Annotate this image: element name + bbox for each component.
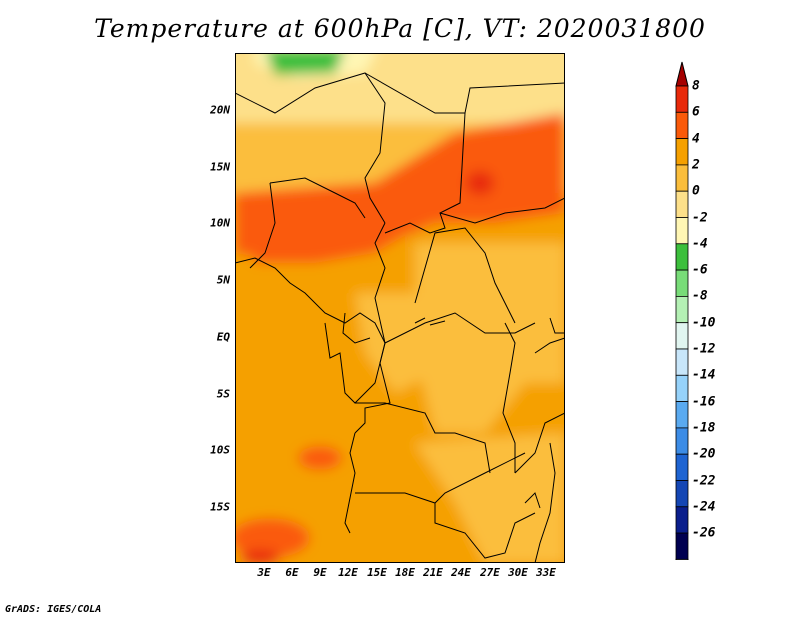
colorbar-label: -6 xyxy=(692,262,708,278)
colorbar-segment xyxy=(675,111,689,139)
colorbar-segment xyxy=(675,217,689,245)
lon-label: 21E xyxy=(423,566,443,579)
colorbar-segment xyxy=(675,190,689,218)
colorbar-label: -20 xyxy=(692,446,716,462)
colorbar-segment xyxy=(675,401,689,429)
colorbar-segment xyxy=(675,480,689,508)
lat-label: 15N xyxy=(210,160,230,174)
colorbar-label: 6 xyxy=(692,104,700,120)
colorbar-segment xyxy=(675,243,689,271)
colorbar-segment xyxy=(675,138,689,166)
colorbar-label: -14 xyxy=(692,367,716,383)
colorbar xyxy=(675,61,689,560)
temperature-field xyxy=(235,53,565,563)
colorbar-segment xyxy=(675,164,689,192)
colorbar-label: -8 xyxy=(692,288,708,304)
credit-text: GrADS: IGES/COLA xyxy=(5,604,102,615)
colorbar-segment xyxy=(675,348,689,376)
colorbar-label: 0 xyxy=(692,183,700,199)
colorbar-label: 2 xyxy=(692,157,700,173)
lon-label: 30E xyxy=(508,566,528,579)
colorbar-label: -16 xyxy=(692,394,716,410)
colorbar-segment xyxy=(675,427,689,455)
lat-label: 20N xyxy=(210,103,230,117)
lat-label: 5S xyxy=(216,387,230,401)
colorbar-label: -26 xyxy=(692,525,716,541)
lon-label: 9E xyxy=(313,566,327,579)
colorbar-segment xyxy=(675,532,689,560)
lat-label: 10S xyxy=(210,443,230,457)
colorbar-segment xyxy=(675,269,689,297)
colorbar-label: -12 xyxy=(692,341,716,357)
colorbar-label: -18 xyxy=(692,420,716,436)
country-borders xyxy=(235,72,565,563)
lon-label: 33E xyxy=(536,566,556,579)
lon-label: 18E xyxy=(395,566,415,579)
colorbar-label: -24 xyxy=(692,499,716,515)
lat-label: 5N xyxy=(216,273,230,287)
lon-label: 27E xyxy=(480,566,500,579)
colorbar-segment xyxy=(675,322,689,350)
colorbar-upper-arrow xyxy=(675,61,689,87)
colorbar-segment xyxy=(675,295,689,324)
colorbar-segment xyxy=(675,506,689,534)
colorbar-label: 8 xyxy=(692,78,700,94)
lon-label: 12E xyxy=(338,566,358,579)
colorbar-label: 4 xyxy=(692,131,700,147)
colorbar-lower-arrow xyxy=(675,558,689,560)
lon-label: 15E xyxy=(367,566,387,579)
lat-label: EQ xyxy=(216,330,230,344)
lat-label: 15S xyxy=(210,500,230,514)
colorbar-label: -22 xyxy=(692,473,716,488)
map-title: Temperature at 600hPa [C], VT: 202003180… xyxy=(94,14,706,43)
map-frame xyxy=(235,53,565,563)
colorbar-label: -10 xyxy=(692,315,716,331)
lon-label: 6E xyxy=(285,566,299,579)
temperature-map xyxy=(235,53,565,563)
colorbar-label: -4 xyxy=(692,236,708,252)
colorbar-label: -2 xyxy=(692,210,708,225)
lon-label: 24E xyxy=(451,566,471,579)
lon-label: 3E xyxy=(257,566,271,579)
colorbar-segment xyxy=(675,85,689,113)
colorbar-segment xyxy=(675,453,689,481)
colorbar-segment xyxy=(675,374,689,402)
lat-label: 10N xyxy=(210,216,230,230)
